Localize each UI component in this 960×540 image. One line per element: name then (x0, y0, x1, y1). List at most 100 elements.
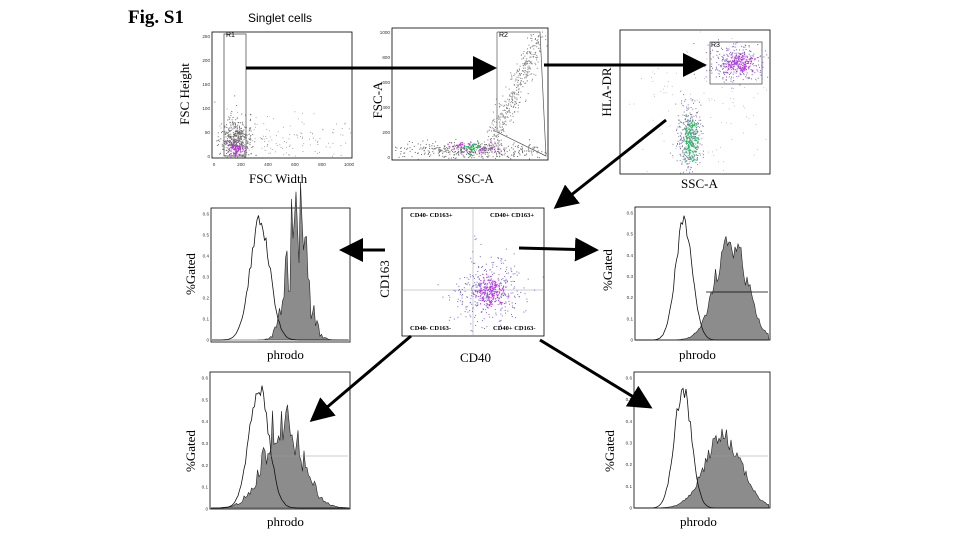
hist-ytick: 0.2 (626, 462, 633, 467)
hla-ylabel: HLA-DR (599, 67, 614, 117)
hist-ytick: 0.3 (626, 441, 633, 446)
gate-r3 (709, 41, 763, 85)
hist-cd163pos-frame (210, 207, 351, 343)
hist-ytick: 0.4 (203, 254, 210, 259)
singlets-ytick: 200 (202, 58, 210, 63)
hist-cd40pos-xlabel: phrodo (680, 514, 717, 529)
quadrant-ylabel: CD163 (377, 260, 392, 298)
gate-r2 (496, 31, 547, 157)
hla-upper-core (722, 53, 756, 74)
hla-scatter (629, 31, 767, 172)
hist-ytick: 0.5 (626, 397, 633, 402)
scatter-low (395, 138, 547, 160)
scatter-ytick: 600 (382, 80, 390, 85)
hist-cd40pos-ylabel: %Gated (602, 430, 617, 472)
hist-doublepos-ylabel: %Gated (600, 249, 615, 291)
hist-doubleneg-frame (209, 371, 351, 510)
hla-plot-frame (619, 29, 771, 175)
hist-cd40pos (635, 387, 770, 509)
singlets-plot-frame (211, 31, 353, 159)
quadrant-ll-label: CD40- CD163- (410, 325, 451, 332)
scatter-xlabel: SSC-A (457, 171, 494, 186)
hist-ytick: 0.3 (202, 441, 209, 446)
hist-ytick: 0 (206, 338, 209, 343)
singlets-ylabel: FSC Height (177, 63, 192, 125)
hist-ytick: 0.5 (203, 233, 210, 238)
hist-doubleneg-ylabel: %Gated (183, 430, 198, 472)
hist-doublepos-xlabel: phrodo (679, 347, 716, 362)
quadrant-xlabel: CD40 (460, 350, 492, 365)
hla-lower-core (679, 115, 699, 175)
gate-r1 (223, 33, 247, 157)
hist-ytick: 0.4 (202, 419, 209, 424)
hla-upper (693, 39, 769, 89)
hist-ytick: 0.5 (202, 397, 209, 402)
scatter-ytick: 400 (382, 105, 390, 110)
scatter-ylabel: FSC-A (370, 81, 385, 119)
singlets-ytick: 0 (207, 154, 210, 159)
hist-cd163pos-open (212, 215, 349, 341)
quadrant-ul-label: CD40- CD163+ (410, 212, 453, 219)
arrow-to-hist-cd40pos (539, 338, 653, 409)
hist-ytick: 0 (205, 507, 208, 512)
hist-cd163pos-filled (212, 181, 349, 341)
gate-r2-label: R2 (499, 32, 508, 39)
singlets-xtick: 0 (213, 162, 216, 167)
figure-title: Fig. S1 (128, 7, 184, 28)
quadrant-lr-label: CD40+ CD163- (493, 325, 536, 332)
scatter-ytick: 1000 (380, 30, 391, 35)
singlets-ytick: 150 (202, 82, 210, 87)
quadrant-ur-label: CD40+ CD163+ (490, 212, 535, 219)
hist-ytick: 0.2 (627, 295, 634, 300)
scatter-ytick: 200 (382, 130, 390, 135)
scatter-plot-frame (391, 27, 549, 161)
hist-doublepos-filled (636, 236, 770, 341)
hist-ytick: 0.2 (203, 296, 210, 301)
hist-doublepos (636, 215, 770, 341)
hist-ytick: 0.1 (202, 485, 209, 490)
singlets-xtick: 800 (318, 162, 326, 167)
singlet-cells-caption: Singlet cells (248, 11, 313, 25)
hist-cd163pos (212, 181, 349, 341)
hist-doubleneg-xlabel: phrodo (267, 514, 304, 529)
scatter-dense-g (460, 142, 484, 156)
hist-ytick: 0 (629, 506, 632, 511)
hist-ytick: 0.6 (203, 212, 210, 217)
hla-lower (669, 90, 704, 174)
singlets-xtick: 200 (237, 162, 245, 167)
hist-ytick: 0.6 (626, 376, 633, 381)
singlets-core (225, 139, 246, 159)
singlets-spread (217, 108, 351, 157)
hist-cd40pos-filled (635, 428, 770, 509)
hist-cd163pos-xlabel: phrodo (267, 347, 304, 362)
singlets-ytick: 50 (205, 130, 211, 135)
singlets-ytick: 250 (202, 34, 210, 39)
hist-ytick: 0.3 (627, 274, 634, 279)
singlets-xtick: 600 (291, 162, 299, 167)
hist-ytick: 0.5 (627, 232, 634, 237)
gate-r1-label: R1 (226, 32, 235, 39)
arrow-to-hist-doubleneg (309, 334, 412, 422)
quad-core (474, 273, 510, 313)
hist-ytick: 0 (630, 338, 633, 343)
hist-cd40pos-open (635, 387, 769, 509)
hist-ytick: 0.4 (626, 419, 633, 424)
hist-ytick: 0.1 (626, 484, 633, 489)
arrow-hla-to-quadrant (553, 118, 667, 209)
arrow-to-hist-doublepos (518, 237, 599, 262)
hist-doubleneg-filled (210, 404, 350, 509)
hist-ytick: 0.6 (627, 211, 634, 216)
hist-cd163pos-ylabel: %Gated (183, 253, 198, 295)
gate-r3-label: R3 (711, 42, 720, 49)
hist-ytick: 0.6 (202, 376, 209, 381)
singlets-xlabel: FSC Width (249, 171, 308, 186)
hist-ytick: 0.1 (627, 316, 634, 321)
scatter-ytick: 800 (382, 55, 390, 60)
singlets-xtick: 400 (264, 162, 272, 167)
singlets-xtick: 1000 (344, 162, 355, 167)
singlets-dots (214, 95, 269, 158)
scatter-ytick: 0 (387, 155, 390, 160)
hist-ytick: 0.1 (203, 317, 210, 322)
